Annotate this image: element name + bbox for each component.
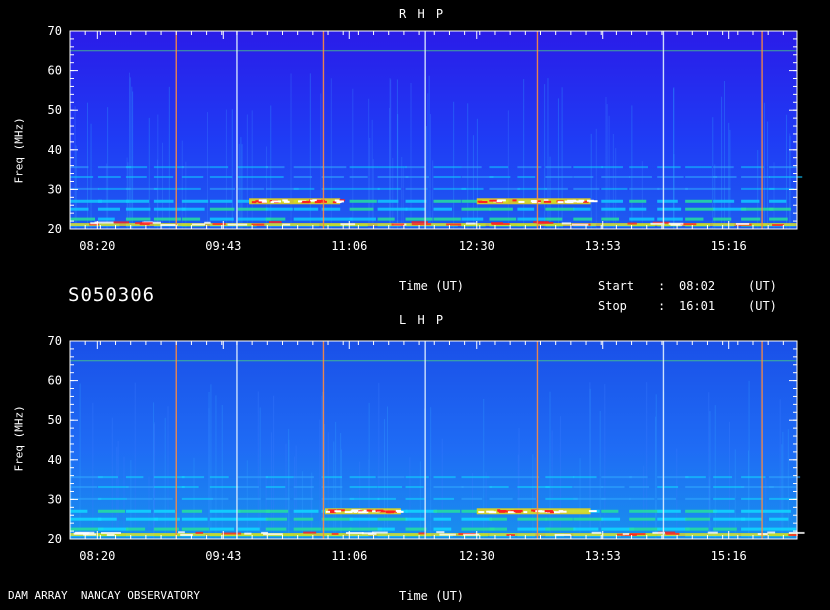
x-tick-label: 11:06 — [331, 549, 367, 563]
y-tick-label: 40 — [48, 143, 62, 157]
observatory-label: DAM ARRAY NANCAY OBSERVATORY — [8, 589, 201, 602]
x-tick-label: 08:20 — [79, 239, 115, 253]
y-tick-label: 60 — [48, 64, 62, 78]
x-tick-label: 12:30 — [459, 549, 495, 563]
lhp-title: L H P — [399, 313, 446, 327]
y-tick-label: 30 — [48, 492, 62, 506]
start-time: 08:02 — [679, 279, 716, 293]
start-label: Start — [598, 279, 635, 293]
y-tick-label: 70 — [48, 334, 62, 348]
y-tick-label: 30 — [48, 182, 62, 196]
x-tick-label: 13:53 — [585, 239, 621, 253]
y-tick-label: 70 — [48, 24, 62, 38]
x-tick-label: 11:06 — [331, 239, 367, 253]
x-tick-label: 08:20 — [79, 549, 115, 563]
lhp-spectrogram: 20 30 40 50 60 70 08:20 09:43 11:06 12:30 13:53 15:… — [48, 334, 805, 563]
y-tick-label: 50 — [48, 413, 62, 427]
x-tick-label: 15:16 — [711, 239, 747, 253]
plot-area — [70, 31, 797, 229]
y-tick-label: 60 — [48, 374, 62, 388]
lhp-xlabel: Time (UT) — [399, 589, 465, 603]
x-tick-label: 15:16 — [711, 549, 747, 563]
file-id: S050306 — [68, 284, 156, 306]
plot-frame — [69, 30, 798, 230]
y-tick-label: 20 — [48, 532, 62, 546]
x-tick-label: 13:53 — [585, 549, 621, 563]
y-tick-label: 40 — [48, 453, 62, 467]
stop-label: Stop — [598, 299, 627, 313]
rhp-xlabel: Time (UT) — [399, 279, 465, 293]
plot-area — [70, 341, 797, 539]
stop-unit: (UT) — [748, 299, 777, 313]
rhp-title: R H P — [399, 7, 446, 21]
x-tick-label: 12:30 — [459, 239, 495, 253]
plot-frame — [69, 340, 798, 540]
y-tick-label: 20 — [48, 222, 62, 236]
stop-sep: : — [658, 299, 666, 313]
rhp-spectrogram: 20 30 40 50 60 70 08:20 09:43 11:06 12:30 13:53 15:… — [48, 24, 803, 253]
y-tick-label: 50 — [48, 103, 62, 117]
x-tick-label: 09:43 — [205, 239, 241, 253]
stop-time: 16:01 — [679, 299, 716, 313]
x-tick-label: 09:43 — [205, 549, 241, 563]
start-unit: (UT) — [748, 279, 777, 293]
start-sep: : — [658, 279, 666, 293]
